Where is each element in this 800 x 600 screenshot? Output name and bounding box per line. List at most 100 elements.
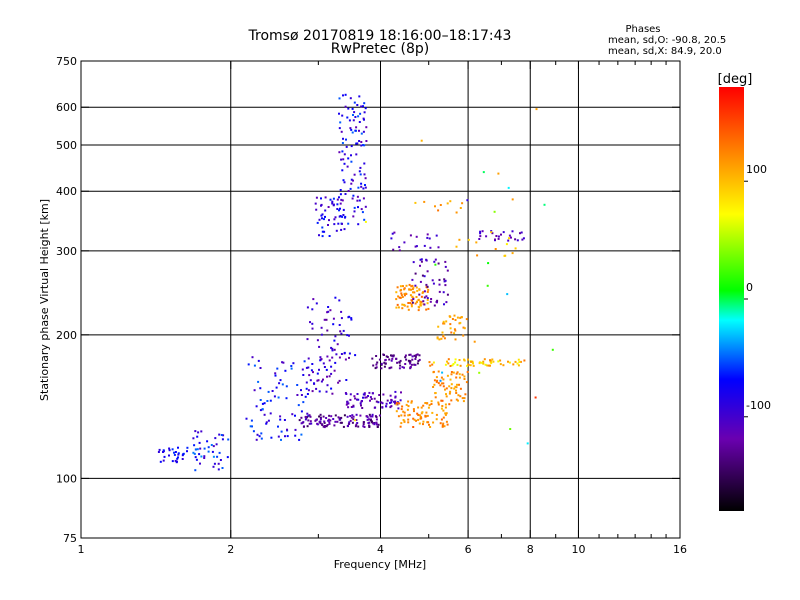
data-point bbox=[375, 355, 378, 357]
data-point bbox=[162, 459, 165, 462]
data-point bbox=[306, 412, 309, 415]
data-point bbox=[405, 358, 408, 361]
data-point bbox=[334, 361, 337, 364]
data-point bbox=[186, 446, 189, 449]
data-point bbox=[306, 393, 309, 395]
data-point bbox=[407, 302, 410, 304]
data-point bbox=[375, 423, 378, 426]
data-point bbox=[401, 405, 404, 408]
data-point bbox=[320, 204, 322, 207]
data-point bbox=[446, 423, 449, 426]
data-point bbox=[200, 455, 203, 458]
data-point bbox=[490, 362, 493, 365]
data-point bbox=[270, 436, 273, 439]
data-point bbox=[423, 244, 426, 247]
data-point bbox=[426, 233, 429, 236]
data-point bbox=[360, 208, 363, 211]
data-point bbox=[385, 405, 388, 408]
data-point bbox=[330, 387, 333, 390]
data-point bbox=[431, 411, 434, 414]
colorbar-gradient bbox=[719, 87, 744, 511]
data-point bbox=[390, 398, 393, 401]
data-point bbox=[449, 315, 452, 318]
data-point bbox=[428, 237, 431, 240]
data-point bbox=[331, 356, 334, 359]
data-point bbox=[458, 359, 461, 361]
data-point bbox=[466, 371, 469, 373]
data-point bbox=[339, 207, 341, 210]
data-point bbox=[192, 437, 195, 440]
data-point bbox=[337, 222, 340, 225]
data-point bbox=[342, 179, 345, 182]
data-point bbox=[349, 415, 352, 417]
data-point bbox=[323, 230, 326, 233]
data-point bbox=[514, 360, 517, 363]
data-point bbox=[340, 332, 343, 335]
stats-o-mode: mean, sd,O: -90.8, 20.5 bbox=[608, 35, 726, 46]
data-point bbox=[308, 422, 311, 425]
data-point bbox=[351, 421, 354, 424]
data-point bbox=[419, 258, 422, 261]
data-point bbox=[489, 364, 491, 367]
data-point bbox=[325, 368, 328, 371]
axis-ticks: 1 2 4 6 8 10 16 75 100 200 300 400 500 600 750 bbox=[56, 55, 687, 556]
data-point bbox=[220, 434, 223, 436]
data-point bbox=[296, 394, 299, 396]
data-point bbox=[271, 390, 274, 392]
data-point bbox=[435, 418, 438, 421]
data-point bbox=[318, 218, 321, 221]
data-point bbox=[203, 457, 206, 459]
data-point bbox=[420, 139, 423, 142]
data-point bbox=[360, 400, 363, 403]
data-point bbox=[441, 424, 444, 427]
data-point bbox=[437, 325, 440, 328]
data-point bbox=[425, 283, 428, 286]
data-point bbox=[340, 198, 343, 201]
data-point bbox=[334, 414, 337, 417]
data-point bbox=[454, 319, 457, 321]
data-point bbox=[332, 204, 335, 207]
data-point bbox=[459, 395, 462, 398]
data-point bbox=[437, 209, 440, 212]
data-point bbox=[398, 402, 401, 405]
data-point bbox=[408, 353, 411, 356]
data-point bbox=[348, 421, 351, 424]
data-point bbox=[357, 223, 360, 226]
data-point bbox=[316, 221, 319, 224]
data-point bbox=[257, 380, 260, 383]
data-point bbox=[290, 367, 293, 370]
data-point bbox=[437, 403, 440, 406]
data-point bbox=[285, 385, 288, 388]
data-point bbox=[412, 286, 415, 289]
data-point bbox=[405, 403, 408, 406]
data-point bbox=[375, 363, 378, 366]
data-point bbox=[402, 410, 405, 413]
data-point bbox=[300, 416, 303, 419]
data-point bbox=[440, 376, 443, 379]
data-point bbox=[407, 359, 410, 362]
data-point bbox=[516, 239, 519, 242]
data-point bbox=[407, 421, 410, 424]
data-point bbox=[432, 386, 435, 388]
data-point bbox=[397, 415, 400, 418]
data-point bbox=[433, 260, 436, 263]
data-point bbox=[445, 395, 448, 398]
data-point bbox=[412, 291, 414, 294]
data-point bbox=[429, 246, 432, 249]
data-point bbox=[328, 375, 331, 378]
data-point bbox=[362, 425, 365, 428]
data-point bbox=[421, 411, 424, 414]
data-point bbox=[427, 288, 430, 291]
data-point bbox=[395, 410, 398, 413]
data-point bbox=[307, 357, 310, 360]
data-point bbox=[435, 380, 438, 383]
data-point bbox=[351, 107, 354, 110]
data-point bbox=[218, 433, 221, 436]
data-point bbox=[286, 428, 288, 431]
data-point bbox=[303, 360, 306, 363]
data-point bbox=[386, 356, 389, 358]
data-point bbox=[194, 430, 197, 433]
data-point bbox=[463, 327, 466, 330]
data-point bbox=[311, 363, 314, 365]
